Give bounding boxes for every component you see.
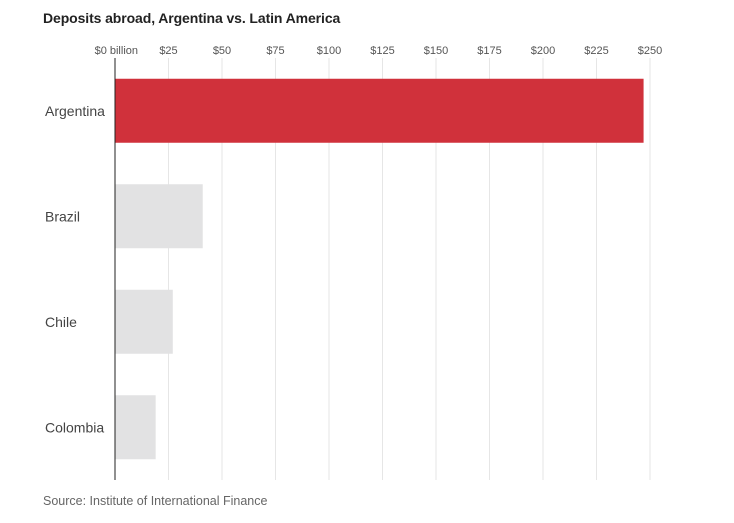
category-label-brazil: Brazil bbox=[45, 208, 80, 224]
bar-chile bbox=[115, 289, 173, 354]
category-label-argentina: Argentina bbox=[45, 103, 105, 119]
bar-brazil bbox=[115, 184, 203, 249]
bars bbox=[115, 78, 644, 460]
category-labels: Argentina Brazil Chile Colombia bbox=[45, 103, 105, 436]
category-label-chile: Chile bbox=[45, 314, 77, 330]
x-tick-label: $175 bbox=[477, 45, 501, 57]
x-tick-label: $25 bbox=[159, 45, 177, 57]
source-note: Source: Institute of International Finan… bbox=[43, 494, 268, 508]
x-tick-label: $75 bbox=[266, 45, 284, 57]
x-tick-label: $0 billion bbox=[95, 45, 138, 57]
x-tick-label: $225 bbox=[584, 45, 608, 57]
x-tick-label: $250 bbox=[638, 45, 662, 57]
x-axis-ticks: $0 billion $25 $50 $75 $100 $125 $150 $175 $200 $… bbox=[95, 45, 663, 57]
x-tick-label: $200 bbox=[531, 45, 555, 57]
x-tick-label: $50 bbox=[213, 45, 231, 57]
x-tick-label: $150 bbox=[424, 45, 448, 57]
bar-argentina bbox=[115, 78, 644, 143]
bar-colombia bbox=[115, 395, 156, 460]
chart-title: Deposits abroad, Argentina vs. Latin Ame… bbox=[43, 10, 341, 26]
category-label-colombia: Colombia bbox=[45, 419, 104, 435]
x-tick-label: $100 bbox=[317, 45, 341, 57]
x-tick-label: $125 bbox=[370, 45, 394, 57]
